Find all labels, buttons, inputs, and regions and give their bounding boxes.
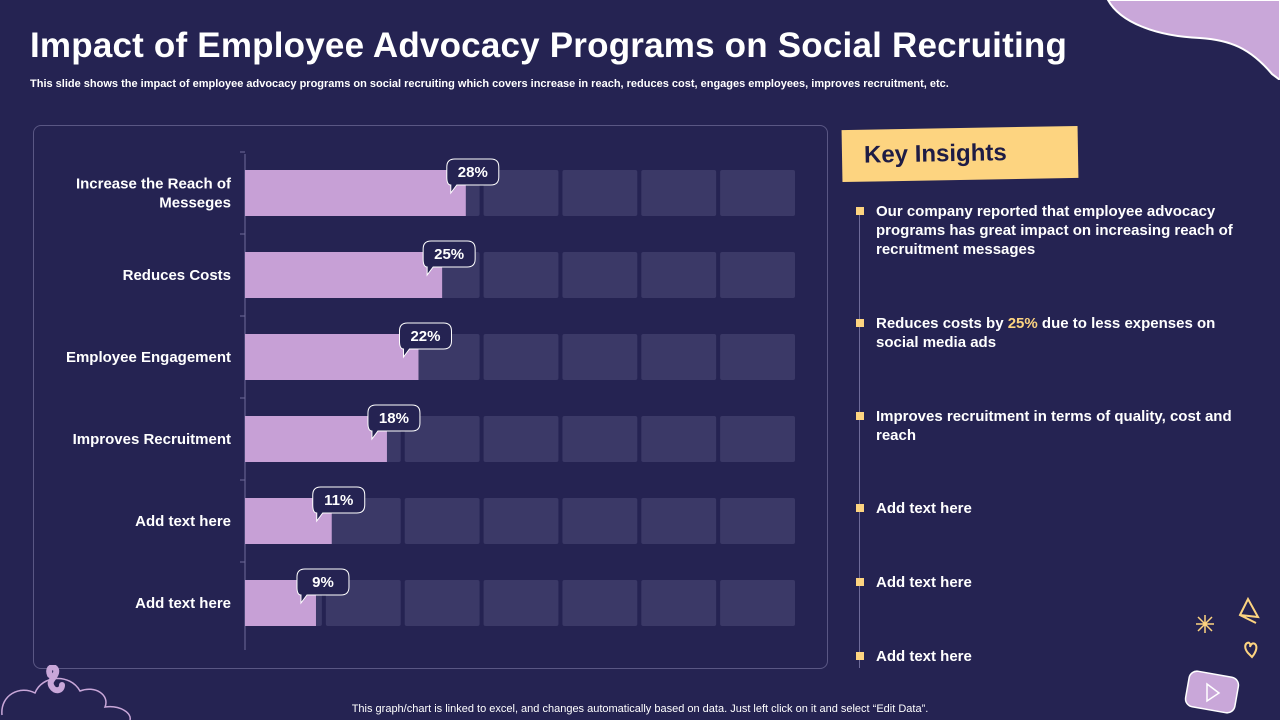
insight-text: Add text here [876, 500, 972, 517]
value-callout [367, 404, 421, 441]
insight-text-pre: Reduces costs by [876, 315, 1008, 332]
insight-highlight: 25% [1007, 315, 1038, 332]
bar-track-segment [562, 416, 638, 462]
value-label: 22% [410, 328, 440, 345]
bar-track-segment [404, 498, 480, 544]
category-label: Improves Recruitment [73, 431, 231, 448]
value-label: 9% [312, 574, 334, 591]
bar-track-segment [720, 252, 795, 298]
bar-track-segment [483, 334, 559, 380]
bar [245, 334, 419, 380]
bar-track-segment [562, 252, 638, 298]
play-button-doodle-icon [1184, 670, 1240, 714]
bar-chart: Increase the Reach of Messeges 28% Reduces … [66, 151, 795, 650]
insight-text: Our company reported that employee advoc… [876, 203, 1233, 258]
page-subtitle: This slide shows the impact of employee … [30, 78, 949, 90]
value-callout [296, 568, 350, 605]
bullet-square-icon [856, 319, 864, 327]
insight-text: Add text here [876, 648, 972, 665]
bar-track-segment [641, 334, 717, 380]
value-label: 11% [324, 492, 353, 509]
category-label: Reduces Costs [123, 267, 231, 284]
insight-text: Reduces costs by 25% due to less expense… [876, 314, 1251, 352]
category-label: Employee Engagement [66, 349, 231, 366]
bar-track-segment [720, 498, 795, 544]
bar-track-segment [404, 416, 480, 462]
value-label: 28% [458, 164, 488, 181]
bullet-square-icon [856, 504, 864, 512]
insight-text-post: due to less expenses on social media ads [876, 315, 1216, 351]
star-heart-doodle-icon [1196, 596, 1260, 659]
bar [245, 416, 387, 462]
bar-track-segment [483, 498, 559, 544]
bar-track-segment [404, 580, 480, 626]
category-label: Add text here [135, 513, 231, 530]
corner-blob-decoration [1106, 0, 1280, 80]
bar-track-segment [641, 580, 717, 626]
bar-track-segment [720, 416, 795, 462]
category-label: Increase the Reach of Messeges [76, 176, 232, 212]
key-insights-panel: Key Insights Our company reported that e… [841, 125, 1262, 688]
bullet-square-icon [856, 207, 864, 215]
value-callout [312, 486, 366, 523]
bar-track-segment [483, 580, 559, 626]
insight-text: Improves recruitment in terms of quality… [876, 408, 1232, 444]
bullet-square-icon [856, 412, 864, 420]
page-title: Impact of Employee Advocacy Programs on … [30, 26, 1068, 65]
bar-track-segment [720, 334, 795, 380]
value-label: 18% [379, 410, 409, 427]
insight-text: Add text here [876, 574, 972, 591]
bar-track-segment [641, 416, 717, 462]
bar-track-segment [483, 252, 559, 298]
bar-track-segment [483, 170, 559, 216]
key-insights-header: Key Insights [841, 125, 1079, 183]
bar-track-segment [720, 580, 795, 626]
bar-track-segment [720, 170, 795, 216]
value-callout [422, 240, 476, 277]
bar-track-segment [562, 498, 638, 544]
bar-track-segment [641, 252, 717, 298]
bar-track-segment [641, 498, 717, 544]
bullet-square-icon [856, 652, 864, 660]
bar-track-segment [562, 170, 638, 216]
bullet-square-icon [856, 578, 864, 586]
value-callout [446, 158, 500, 195]
bar [245, 252, 443, 298]
chart-panel: Increase the Reach of Messeges 28% Reduces … [33, 125, 828, 669]
bar-track-segment [562, 334, 638, 380]
value-label: 25% [434, 246, 464, 263]
category-label: Add text here [135, 595, 231, 612]
bar-track-segment [641, 170, 717, 216]
footer-note: This graph/chart is linked to excel, and… [351, 703, 929, 715]
cloud-doodle-icon [1, 665, 131, 720]
bar-track-segment [562, 580, 638, 626]
value-callout [398, 322, 452, 359]
bar [245, 170, 466, 216]
bar-track-segment [483, 416, 559, 462]
timeline-line [859, 208, 860, 668]
